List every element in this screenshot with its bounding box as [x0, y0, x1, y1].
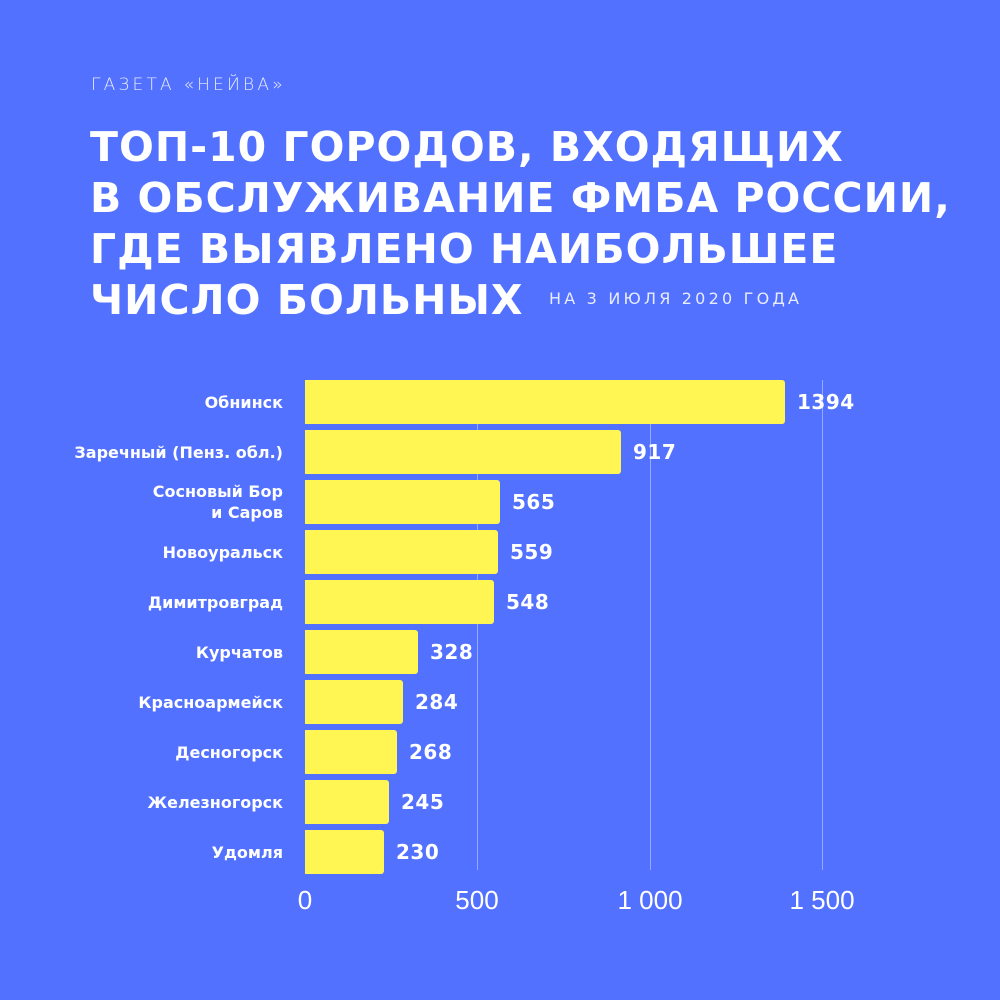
value-label: 268: [409, 740, 453, 764]
category-label: Обнинск: [205, 380, 283, 424]
category-label-line: Димитровград: [147, 592, 283, 612]
value-label: 565: [512, 490, 556, 514]
category-label-line: Курчатов: [195, 642, 283, 662]
value-label: 559: [510, 540, 554, 564]
bar-row: Обнинск 1394: [0, 380, 1000, 424]
category-label-line: Красноармейск: [138, 692, 283, 712]
gridline: [822, 380, 823, 870]
bar-row: Курчатов 328: [0, 630, 1000, 674]
x-tick-label: 500: [455, 885, 499, 915]
category-label-line: и Саров: [211, 503, 283, 522]
category-label-line: Удомля: [211, 842, 283, 862]
bar-row: Димитровград 548: [0, 580, 1000, 624]
category-label-line: Заречный (Пенз. обл.): [74, 442, 283, 462]
x-tick-label: 1 500: [789, 885, 855, 915]
gridline: [650, 380, 651, 870]
category-label: Курчатов: [196, 630, 283, 674]
bar-row: Сосновый Бор и Саров 565: [0, 480, 1000, 524]
chart-subtitle: НА 3 ИЮЛЯ 2020 ГОДА: [549, 289, 803, 308]
bar: [305, 680, 403, 724]
bar: [305, 530, 498, 574]
category-label-line: Новоуральск: [162, 542, 283, 562]
gridline: [477, 380, 478, 870]
bar: [305, 630, 418, 674]
category-label: Удомля: [212, 830, 283, 874]
category-label-line: Десногорск: [175, 742, 283, 762]
category-label: Димитровград: [148, 580, 283, 624]
category-label: Заречный (Пенз. обл.): [74, 430, 283, 474]
bar: [305, 380, 785, 424]
bar: [305, 480, 500, 524]
value-label: 284: [415, 690, 459, 714]
value-label: 328: [430, 640, 474, 664]
category-label: Красноармейск: [138, 680, 283, 724]
value-label: 1394: [797, 390, 855, 414]
chart-title: ТОП-10 ГОРОДОВ, ВХОДЯЩИХ В ОБСЛУЖИВАНИЕ …: [90, 122, 970, 326]
title-line: В ОБСЛУЖИВАНИЕ ФМБА РОССИИ,: [90, 174, 951, 222]
category-label: Десногорск: [175, 730, 283, 774]
value-label: 230: [396, 840, 440, 864]
bar-row: Новоуральск 559: [0, 530, 1000, 574]
title-line: ТОП-10 ГОРОДОВ, ВХОДЯЩИХ: [90, 123, 844, 171]
bar: [305, 730, 397, 774]
bar-row: Заречный (Пенз. обл.) 917: [0, 430, 1000, 474]
category-label-line: Железногорск: [147, 792, 284, 812]
publisher-label: ГАЗЕТА «НЕЙВА»: [91, 75, 286, 95]
category-label: Железногорск: [148, 780, 284, 824]
value-label: 917: [633, 440, 677, 464]
bar: [305, 830, 384, 874]
bar-row: Десногорск 268: [0, 730, 1000, 774]
category-label: Сосновый Бор и Саров: [153, 480, 283, 524]
category-label-line: Обнинск: [204, 392, 283, 412]
bar-row: Удомля 230: [0, 830, 1000, 874]
x-tick-label: 1 000: [617, 885, 683, 915]
bar: [305, 580, 494, 624]
value-label: 245: [401, 790, 445, 814]
bar-row: Железногорск 245: [0, 780, 1000, 824]
bar: [305, 780, 389, 824]
bar-row: Красноармейск 284: [0, 680, 1000, 724]
value-label: 548: [506, 590, 550, 614]
bar: [305, 430, 621, 474]
title-line: ЧИСЛО БОЛЬНЫХ: [90, 276, 524, 324]
title-line: ГДЕ ВЫЯВЛЕНО НАИБОЛЬШЕЕ: [90, 225, 839, 273]
category-label-line: Сосновый Бор: [152, 482, 283, 501]
category-label: Новоуральск: [163, 530, 283, 574]
x-tick-label: 0: [297, 885, 313, 915]
